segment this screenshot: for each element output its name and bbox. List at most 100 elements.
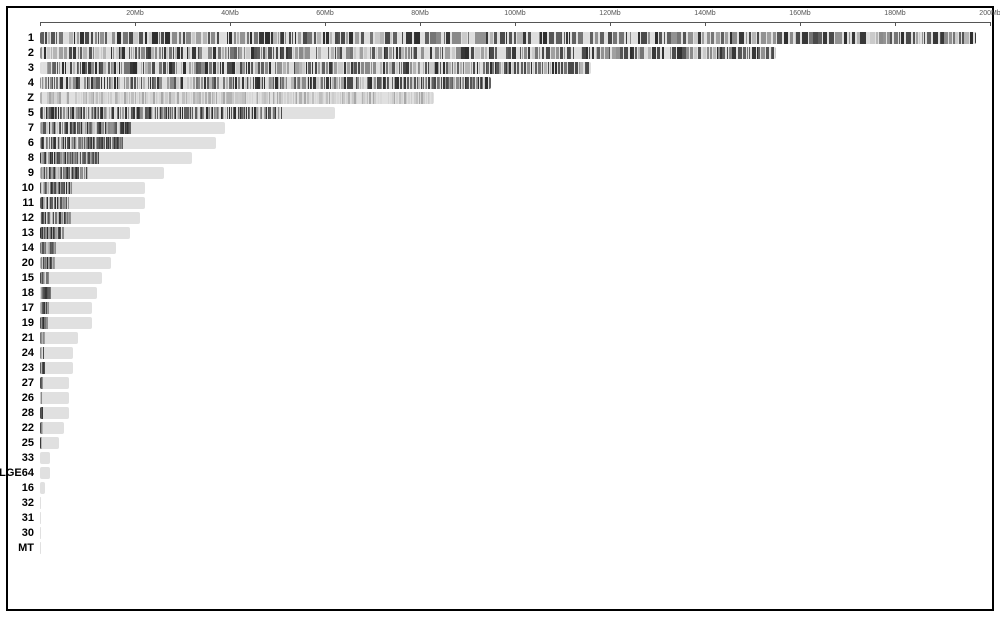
chromosome-bar bbox=[40, 467, 50, 479]
band-stripe bbox=[298, 77, 300, 89]
band-stripe bbox=[348, 92, 350, 104]
band-stripe bbox=[186, 32, 191, 44]
band-stripe bbox=[61, 92, 63, 104]
band-stripe bbox=[460, 77, 461, 89]
band-stripe bbox=[707, 32, 710, 44]
band-stripe bbox=[80, 62, 81, 74]
band-stripe bbox=[307, 32, 312, 44]
band-stripe bbox=[112, 32, 115, 44]
band-stripe bbox=[944, 32, 948, 44]
band-stripe bbox=[151, 47, 154, 59]
band-stripe bbox=[396, 62, 398, 74]
band-stripe bbox=[609, 47, 610, 59]
band-stripe bbox=[178, 62, 180, 74]
band-stripe bbox=[592, 47, 594, 59]
band-stripe bbox=[396, 47, 398, 59]
band-stripe bbox=[890, 32, 893, 44]
band-stripe bbox=[671, 32, 676, 44]
band-stripe bbox=[463, 62, 465, 74]
chromosome-bar bbox=[40, 197, 145, 209]
band-stripe bbox=[51, 47, 52, 59]
chromosome-row: 22 bbox=[40, 422, 990, 434]
band-stripe bbox=[428, 77, 430, 89]
band-stripe bbox=[389, 77, 392, 89]
band-stripe bbox=[456, 32, 460, 44]
band-stripe bbox=[506, 32, 507, 44]
band-stripe bbox=[556, 32, 561, 44]
band-stripe bbox=[343, 92, 345, 104]
band-stripe bbox=[318, 47, 321, 59]
band-stripe bbox=[823, 32, 827, 44]
band-stripe bbox=[78, 77, 80, 89]
band-stripe bbox=[531, 62, 532, 74]
band-stripe bbox=[283, 62, 286, 74]
band-stripe bbox=[266, 77, 267, 89]
band-stripe bbox=[585, 62, 586, 74]
band-stripe bbox=[564, 47, 565, 59]
band-stripe bbox=[117, 32, 122, 44]
band-stripe bbox=[223, 92, 225, 104]
band-stripe bbox=[306, 62, 308, 74]
band-stripe bbox=[389, 47, 393, 59]
band-stripe bbox=[552, 62, 554, 74]
band-stripe bbox=[326, 32, 329, 44]
band-stripe bbox=[626, 32, 627, 44]
chromosome-bar bbox=[40, 107, 335, 119]
band-stripe bbox=[406, 62, 409, 74]
band-stripe bbox=[604, 32, 607, 44]
band-stripe bbox=[514, 62, 515, 74]
band-stripe bbox=[446, 47, 450, 59]
band-stripe bbox=[334, 62, 337, 74]
band-stripe bbox=[640, 47, 644, 59]
band-stripe bbox=[370, 47, 371, 59]
band-stripe bbox=[468, 32, 469, 44]
band-stripe bbox=[189, 62, 191, 74]
band-stripe bbox=[597, 47, 599, 59]
band-stripe bbox=[542, 62, 543, 74]
chromosome-bar bbox=[40, 257, 111, 269]
band-stripe bbox=[404, 77, 406, 89]
band-stripe bbox=[201, 62, 204, 74]
band-stripe bbox=[514, 32, 516, 44]
band-stripe bbox=[298, 32, 301, 44]
band-stripe bbox=[254, 32, 257, 44]
chromosome-bar bbox=[40, 287, 97, 299]
band-stripe bbox=[307, 92, 309, 104]
band-stripe bbox=[570, 47, 571, 59]
band-stripe bbox=[698, 32, 700, 44]
band-stripe bbox=[86, 92, 87, 104]
band-stripe bbox=[694, 47, 697, 59]
x-tick-label: 100Mb bbox=[504, 10, 525, 17]
band-stripe bbox=[270, 92, 272, 104]
band-stripe bbox=[281, 107, 282, 119]
band-stripe bbox=[45, 32, 46, 44]
band-stripe bbox=[145, 62, 148, 74]
band-stripe bbox=[470, 32, 474, 44]
band-stripe bbox=[265, 62, 268, 74]
band-stripe bbox=[124, 77, 125, 89]
band-stripe bbox=[378, 47, 382, 59]
band-stripe bbox=[487, 62, 490, 74]
band-stripe bbox=[376, 47, 377, 59]
band-stripe bbox=[543, 32, 547, 44]
band-stripe bbox=[397, 77, 399, 89]
band-stripe bbox=[757, 32, 760, 44]
band-stripe bbox=[148, 92, 149, 104]
chromosome-bar bbox=[40, 497, 41, 509]
chromosome-bar bbox=[40, 527, 41, 539]
band-stripe bbox=[367, 62, 369, 74]
band-stripe bbox=[732, 47, 736, 59]
band-stripe bbox=[289, 32, 292, 44]
chromosome-bar bbox=[40, 77, 491, 89]
band-stripe bbox=[479, 62, 480, 74]
band-stripe bbox=[913, 32, 915, 44]
band-stripe bbox=[316, 77, 318, 89]
chromosome-label: 6 bbox=[28, 137, 34, 149]
band-stripe bbox=[454, 62, 456, 74]
band-stripe bbox=[666, 47, 669, 59]
band-stripe bbox=[616, 47, 620, 59]
band-stripe bbox=[347, 77, 349, 89]
band-stripe bbox=[747, 47, 749, 59]
band-stripe bbox=[485, 77, 487, 89]
band-stripe bbox=[40, 32, 44, 44]
